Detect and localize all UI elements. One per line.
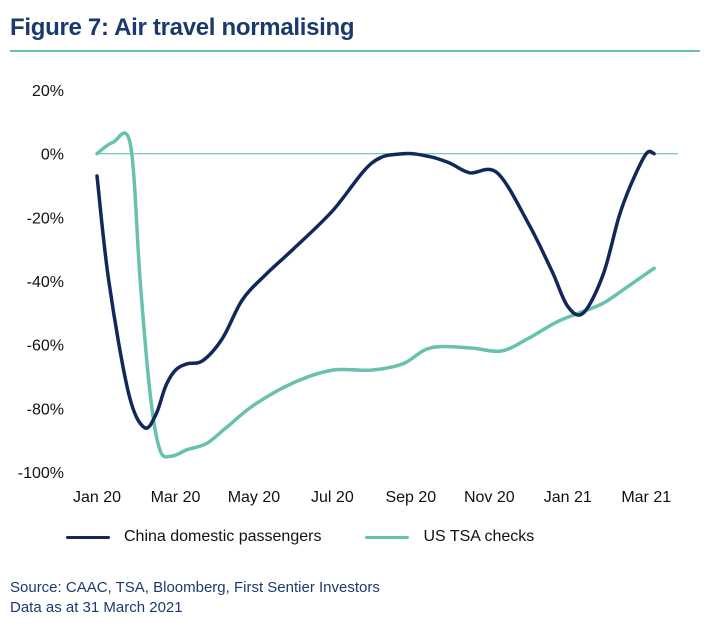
- legend-swatch-us: [365, 535, 410, 539]
- y-axis-ticks: 20% 0% -20% -40% -60% -80% -100%: [18, 83, 64, 482]
- y-tick-label: 20%: [32, 83, 64, 100]
- y-tick-label: -100%: [18, 465, 64, 482]
- x-axis-ticks: Jan 20 Mar 20 May 20 Jul 20 Sep 20 Nov 20 Jan …: [73, 489, 671, 506]
- legend-swatch-china: [66, 535, 110, 539]
- y-tick-label: 0%: [41, 147, 64, 164]
- series-line-china-domestic-passengers: [95, 149, 656, 430]
- series-layer: [95, 131, 656, 459]
- y-tick-label: -40%: [27, 274, 64, 291]
- legend: China domestic passengers US TSA checks: [66, 528, 578, 546]
- x-tick-label: May 20: [228, 489, 281, 506]
- legend-item-china: China domestic passengers: [66, 528, 321, 546]
- x-tick-label: Jan 21: [544, 489, 592, 506]
- x-tick-label: Jul 20: [311, 489, 354, 506]
- y-tick-label: -20%: [27, 210, 64, 227]
- title-divider: [10, 50, 700, 52]
- source-note: Source: CAAC, TSA, Bloomberg, First Sent…: [10, 578, 380, 618]
- x-tick-label: Sep 20: [385, 489, 436, 506]
- x-tick-label: Mar 20: [151, 489, 201, 506]
- data-date-text: Data as at 31 March 2021: [10, 599, 183, 616]
- y-tick-label: -60%: [27, 338, 64, 355]
- legend-item-us: US TSA checks: [365, 528, 534, 546]
- chart-title: Figure 7: Air travel normalising: [10, 14, 355, 41]
- legend-label-us: US TSA checks: [423, 528, 535, 545]
- x-tick-label: Nov 20: [464, 489, 515, 506]
- line-chart: 20% 0% -20% -40% -60% -80% -100% Jan 20 Mar 20 M…: [18, 83, 678, 506]
- series-line-us-tsa-checks: [95, 131, 656, 459]
- legend-label-china: China domestic passengers: [124, 528, 322, 545]
- x-tick-label: Jan 20: [73, 489, 121, 506]
- source-text: Source: CAAC, TSA, Bloomberg, First Sent…: [10, 579, 380, 596]
- x-tick-label: Mar 21: [621, 489, 671, 506]
- y-tick-label: -80%: [27, 401, 64, 418]
